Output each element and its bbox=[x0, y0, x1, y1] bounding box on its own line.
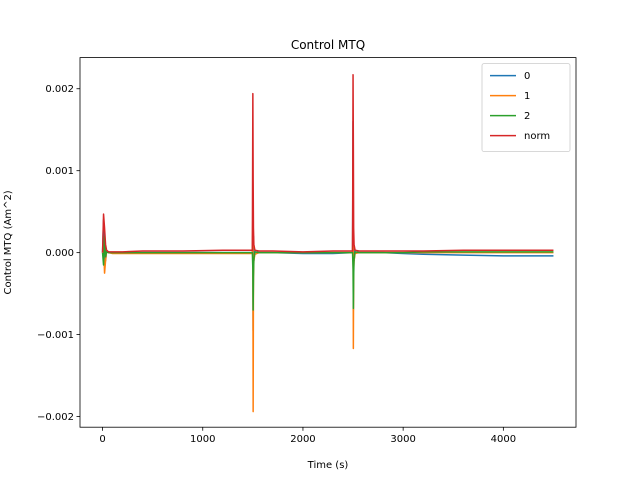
legend-box bbox=[481, 63, 571, 152]
x-tick-label: 3000 bbox=[390, 434, 415, 445]
x-tick-label: 2000 bbox=[290, 434, 315, 445]
y-tick-label: −0.001 bbox=[37, 330, 74, 341]
x-axis: 0 1000 2000 3000 4000 bbox=[99, 427, 516, 445]
plot-lines bbox=[101, 74, 554, 413]
legend-label-1: 1 bbox=[524, 91, 530, 102]
y-tick-label: −0.002 bbox=[37, 412, 74, 423]
x-tick-label: 4000 bbox=[491, 434, 516, 445]
x-axis-label: Time (s) bbox=[307, 460, 349, 471]
legend: 0 1 2 norm bbox=[481, 63, 571, 152]
legend-label-norm: norm bbox=[524, 131, 550, 142]
y-tick-label: 0.001 bbox=[45, 166, 74, 177]
y-axis: −0.002 −0.001 0.000 0.001 0.002 bbox=[37, 84, 80, 423]
x-tick-label: 1000 bbox=[190, 434, 215, 445]
legend-label-0: 0 bbox=[524, 71, 530, 82]
series-line-2 bbox=[101, 235, 554, 311]
y-tick-label: 0.000 bbox=[45, 248, 74, 259]
y-tick-label: 0.002 bbox=[45, 84, 74, 95]
x-tick-label: 0 bbox=[99, 434, 105, 445]
y-axis-label: Control MTQ (Am^2) bbox=[3, 190, 14, 294]
chart-title: Control MTQ bbox=[291, 38, 365, 52]
plot-frame bbox=[79, 57, 577, 428]
series-line-norm bbox=[101, 74, 554, 253]
legend-label-2: 2 bbox=[524, 111, 530, 122]
